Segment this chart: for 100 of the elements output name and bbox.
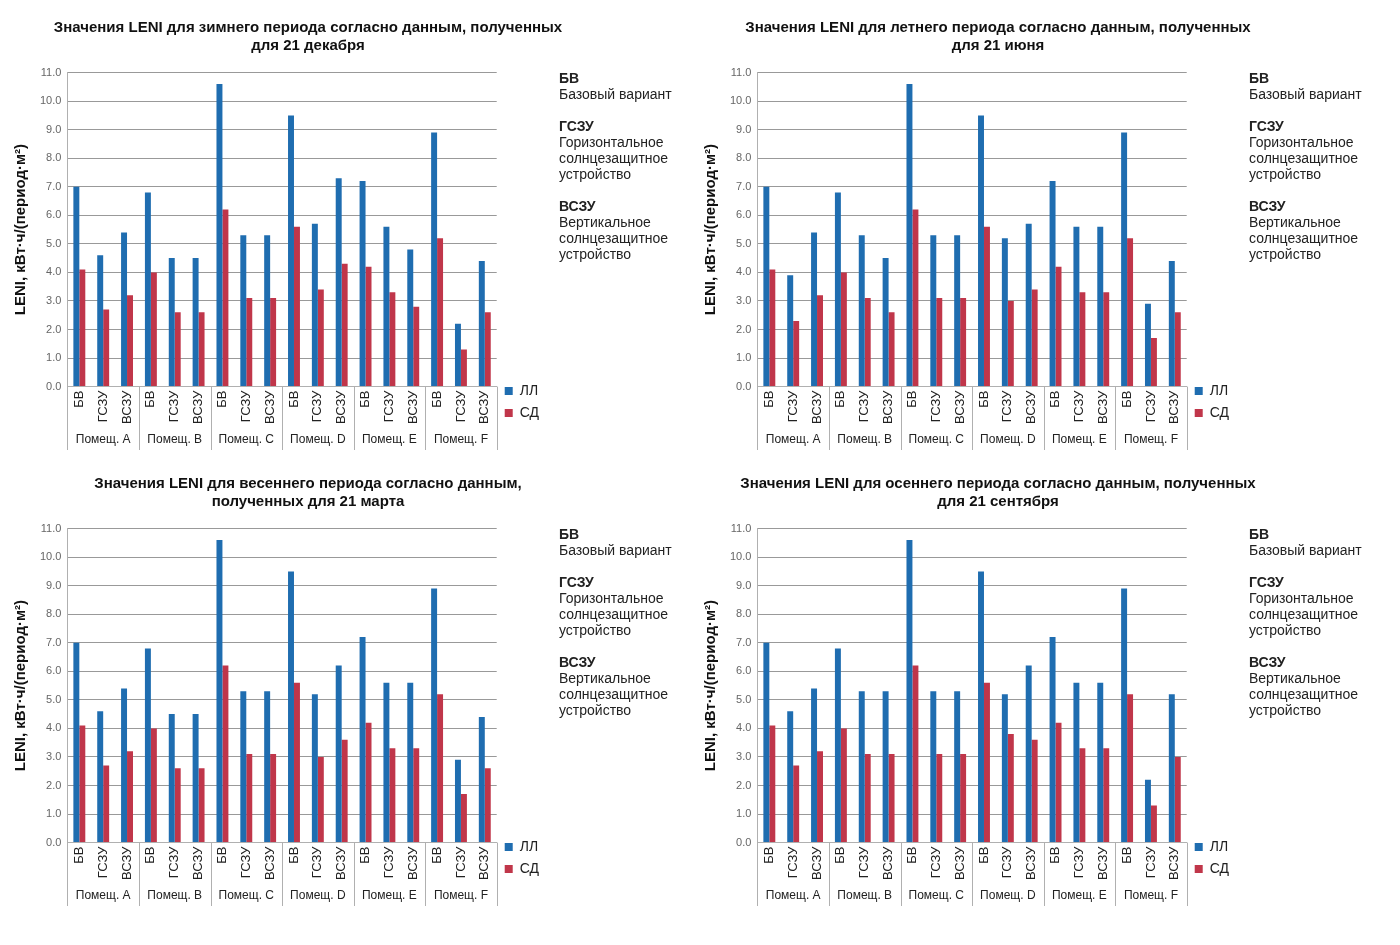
x-tick-label: БВ	[70, 390, 86, 408]
x-tick-label: ГСЗУ	[856, 389, 872, 423]
x-tick-label: БВ	[760, 390, 776, 408]
x-tick-label: ГСЗУ	[94, 845, 110, 879]
x-tick-label: ВСЗУ	[404, 845, 420, 881]
x-tick-label: ГСЗУ	[237, 845, 253, 879]
bar	[240, 691, 247, 843]
bar	[763, 186, 770, 387]
x-tick-label: ГСЗУ	[380, 389, 396, 423]
bar	[484, 768, 491, 843]
y-tick-label: 6.0	[736, 208, 752, 221]
x-tick-label: ВСЗУ	[118, 389, 134, 425]
bar	[311, 223, 318, 387]
x-tick-label: ГСЗУ	[999, 389, 1015, 423]
bar	[906, 84, 913, 387]
bar	[1031, 739, 1038, 843]
bar	[1103, 292, 1110, 387]
x-tick-label: БВ	[975, 846, 991, 864]
bar	[787, 275, 794, 387]
bar	[359, 637, 366, 843]
bar	[121, 232, 128, 387]
x-tick-label: ВСЗУ	[1023, 845, 1039, 881]
y-tick-label: 6.0	[46, 664, 62, 677]
x-tick-label: БВ	[214, 390, 230, 408]
bar	[317, 289, 324, 387]
bar	[270, 754, 277, 843]
x-tick-label: ГСЗУ	[309, 845, 325, 879]
bar	[198, 312, 205, 387]
y-tick-label: 11.0	[40, 521, 62, 534]
bar	[365, 266, 372, 387]
bar	[79, 725, 86, 843]
bar	[460, 349, 467, 387]
bar	[288, 115, 294, 387]
chart-title: Значения LENI для летнего периода согласно данным, полученных для 21 июня	[744, 18, 1252, 54]
bar	[437, 238, 444, 387]
x-tick-label: БВ	[904, 390, 920, 408]
bar	[1073, 226, 1080, 387]
bar	[192, 714, 199, 843]
x-tick-label: ГСЗУ	[999, 845, 1015, 879]
text: Помещ. E	[362, 888, 417, 903]
bar	[431, 588, 438, 843]
x-tick-label: ВСЗУ	[190, 389, 206, 425]
y-tick-label: 8.0	[736, 151, 752, 164]
bar	[216, 84, 223, 387]
bar	[1031, 289, 1038, 387]
y-tick-label: 2.0	[736, 778, 752, 791]
bar	[960, 298, 967, 387]
text: БВ Базовый вариант	[1249, 526, 1363, 558]
bar	[954, 235, 961, 387]
y-tick-label: 5.0	[736, 692, 752, 705]
bar	[1121, 588, 1128, 843]
bar	[834, 192, 841, 387]
bar	[73, 642, 80, 843]
y-tick-label: 9.0	[736, 578, 752, 591]
y-tick-label: 7.0	[46, 179, 62, 192]
x-tick-label: ГСЗУ	[1070, 845, 1086, 879]
x-tick-label: ВСЗУ	[190, 845, 206, 881]
x-tick-label: ВСЗУ	[333, 845, 349, 881]
bar	[335, 665, 342, 843]
bar	[882, 691, 889, 843]
y-tick-label: 1.0	[46, 351, 62, 364]
x-tick-label: ВСЗУ	[951, 845, 967, 881]
y-tick-label: 5.0	[736, 236, 752, 249]
y-tick-label: 5.0	[46, 236, 62, 249]
bar	[150, 728, 157, 843]
legend-label: ЛЛ	[1209, 837, 1229, 854]
bar	[1097, 682, 1104, 843]
y-axis-title: LENI, кВт·ч/(период·м²)	[701, 143, 719, 316]
x-tick-label: ГСЗУ	[309, 389, 325, 423]
bar	[144, 648, 151, 843]
bar	[769, 269, 776, 387]
bar	[1007, 300, 1014, 387]
x-tick-label: БВ	[1118, 390, 1134, 408]
text: Помещ. F	[433, 888, 488, 903]
bar	[127, 295, 133, 387]
bar	[960, 754, 967, 843]
y-tick-label: 6.0	[736, 664, 752, 677]
text: Помещ. D	[980, 888, 1036, 903]
bar	[888, 754, 895, 843]
bar	[240, 235, 247, 387]
bar	[431, 132, 438, 387]
x-tick-label: ГСЗУ	[927, 845, 943, 879]
y-tick-label: 8.0	[46, 151, 62, 164]
bar	[413, 306, 420, 387]
bar	[817, 751, 823, 843]
bar	[1001, 238, 1008, 387]
y-tick-label: 4.0	[736, 265, 752, 278]
x-tick-label: ВСЗУ	[1166, 845, 1182, 881]
x-tick-label: ВСЗУ	[951, 389, 967, 425]
bar	[978, 571, 984, 843]
x-tick-label: ВСЗУ	[1094, 845, 1110, 881]
y-tick-label: 6.0	[46, 208, 62, 221]
bar	[983, 682, 990, 843]
bar	[246, 298, 253, 387]
bar	[103, 309, 110, 387]
bar	[793, 320, 800, 387]
y-tick-label: 7.0	[46, 635, 62, 648]
bar	[840, 272, 847, 387]
text: Помещ. A	[765, 432, 821, 447]
x-tick-label: ВСЗУ	[880, 845, 896, 881]
